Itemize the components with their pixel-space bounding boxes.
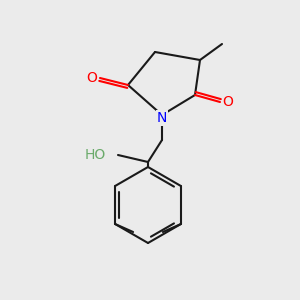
- Text: HO: HO: [85, 148, 106, 162]
- Text: N: N: [157, 111, 167, 125]
- Text: O: O: [87, 71, 98, 85]
- Text: O: O: [223, 95, 233, 109]
